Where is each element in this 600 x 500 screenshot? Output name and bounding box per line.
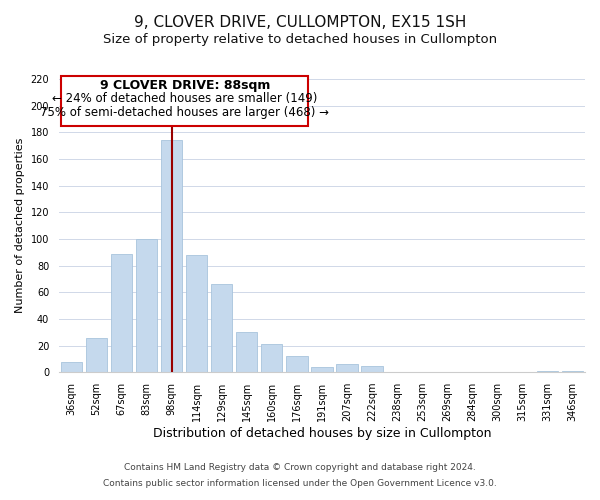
Bar bbox=[111, 254, 132, 372]
Bar bbox=[261, 344, 283, 372]
Text: 9 CLOVER DRIVE: 88sqm: 9 CLOVER DRIVE: 88sqm bbox=[100, 79, 270, 92]
Text: Contains HM Land Registry data © Crown copyright and database right 2024.: Contains HM Land Registry data © Crown c… bbox=[124, 464, 476, 472]
Bar bbox=[61, 362, 82, 372]
Bar bbox=[361, 366, 383, 372]
Bar bbox=[136, 239, 157, 372]
Text: Size of property relative to detached houses in Cullompton: Size of property relative to detached ho… bbox=[103, 32, 497, 46]
Text: Contains public sector information licensed under the Open Government Licence v3: Contains public sector information licen… bbox=[103, 478, 497, 488]
X-axis label: Distribution of detached houses by size in Cullompton: Distribution of detached houses by size … bbox=[153, 427, 491, 440]
Bar bbox=[236, 332, 257, 372]
Bar bbox=[286, 356, 308, 372]
Bar bbox=[337, 364, 358, 372]
Bar bbox=[61, 76, 308, 126]
Bar bbox=[86, 338, 107, 372]
Y-axis label: Number of detached properties: Number of detached properties bbox=[15, 138, 25, 314]
Text: 9, CLOVER DRIVE, CULLOMPTON, EX15 1SH: 9, CLOVER DRIVE, CULLOMPTON, EX15 1SH bbox=[134, 15, 466, 30]
Bar bbox=[311, 367, 332, 372]
Bar bbox=[161, 140, 182, 372]
Bar bbox=[537, 371, 558, 372]
Bar bbox=[562, 371, 583, 372]
Bar bbox=[211, 284, 232, 372]
Text: 75% of semi-detached houses are larger (468) →: 75% of semi-detached houses are larger (… bbox=[40, 106, 329, 118]
Text: ← 24% of detached houses are smaller (149): ← 24% of detached houses are smaller (14… bbox=[52, 92, 317, 106]
Bar bbox=[186, 255, 208, 372]
